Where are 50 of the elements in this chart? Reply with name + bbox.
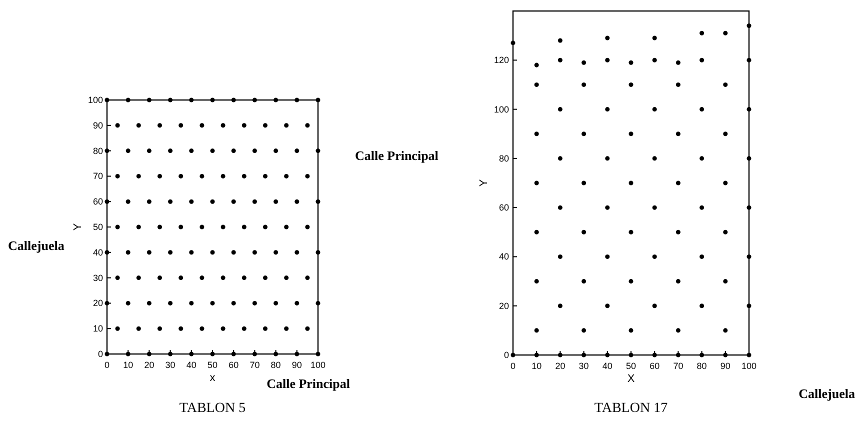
x-tick-label: 40 <box>602 361 612 371</box>
x-tick-label: 30 <box>165 360 176 370</box>
text: Callejuela <box>8 238 65 253</box>
y-tick-label: 0 <box>504 350 509 360</box>
x-axis-title: x <box>210 372 216 384</box>
x-tick-label: 60 <box>650 361 660 371</box>
y-tick-label: 30 <box>92 272 103 283</box>
text: Calle Principal <box>355 148 439 163</box>
y-tick-label: 60 <box>498 202 509 213</box>
y-tick-label: 20 <box>498 300 509 311</box>
text: Calle Principal <box>266 376 350 391</box>
y-tick-label: 80 <box>498 153 509 164</box>
y-tick-label: 50 <box>92 222 103 232</box>
y-tick-label: 20 <box>92 298 103 308</box>
y-tick-label: 120 <box>494 55 509 66</box>
x-tick-label: 20 <box>555 361 566 371</box>
x-tick-label: 0 <box>510 361 516 371</box>
x-tick-label: 70 <box>250 360 260 370</box>
y-tick-label: 100 <box>494 104 509 114</box>
x-tick-label: 80 <box>270 360 281 370</box>
y-tick-label: 90 <box>92 120 103 130</box>
x-tick-label: 70 <box>673 361 684 371</box>
x-tick-label: 80 <box>696 361 707 371</box>
text: TABLON 17 <box>594 401 668 416</box>
y-tick-label: 100 <box>88 95 103 105</box>
x-tick-label: 60 <box>228 360 239 370</box>
y-tick-label: 70 <box>92 171 103 182</box>
x-tick-label: 90 <box>720 361 730 371</box>
y-tick-label: 10 <box>92 324 103 334</box>
x-tick-label: 100 <box>310 360 326 370</box>
y-axis-title: Y <box>72 222 84 231</box>
x-tick-label: 10 <box>532 361 542 371</box>
y-axis-title: Y <box>478 178 490 187</box>
x-tick-label: 0 <box>104 360 110 370</box>
y-tick-label: 0 <box>98 349 103 359</box>
x-tick-label: 30 <box>578 361 589 371</box>
y-tick-label: 40 <box>498 252 509 262</box>
x-tick-label: 90 <box>292 360 302 370</box>
x-tick-label: 40 <box>186 360 196 370</box>
x-tick-label: 20 <box>144 360 154 370</box>
x-axis-title: X <box>627 373 636 385</box>
x-tick-label: 50 <box>626 361 636 371</box>
y-tick-label: 60 <box>92 196 103 207</box>
text: Callejuela <box>798 386 856 401</box>
text: TABLON 5 <box>179 401 246 416</box>
x-tick-label: 100 <box>741 361 757 371</box>
x-tick-label: 10 <box>123 360 134 370</box>
y-tick-label: 80 <box>92 146 103 156</box>
x-tick-label: 50 <box>207 360 218 370</box>
y-tick-label: 40 <box>92 247 103 258</box>
